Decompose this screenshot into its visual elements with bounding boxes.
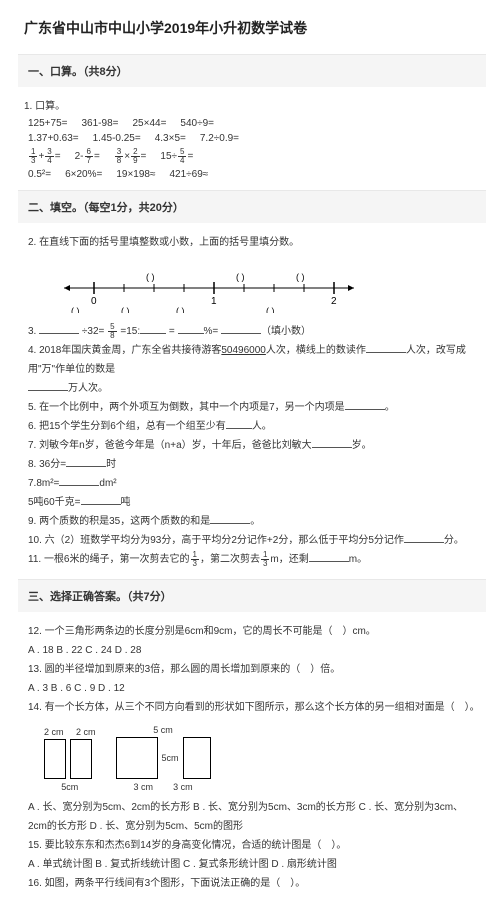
svg-text:( ): ( ) bbox=[121, 306, 130, 313]
svg-text:( ): ( ) bbox=[146, 272, 155, 282]
q8b-line: 7.8m²=dm² bbox=[24, 474, 480, 493]
q16-text: 16. 如图，两条平行线间有3个图形，下面说法正确的是（ ）。 bbox=[24, 874, 480, 893]
q14-diagram: 2 cm 2 cm 5cm 5 cm 5cm 3 cm 3 cm bbox=[44, 725, 480, 792]
expr: 540÷9= bbox=[180, 118, 214, 129]
svg-text:( ): ( ) bbox=[71, 306, 80, 313]
section-3-header: 三、选择正确答案。（共7分） bbox=[18, 579, 486, 612]
svg-text:( ): ( ) bbox=[236, 272, 245, 282]
svg-text:1: 1 bbox=[211, 296, 217, 307]
q15-options: A . 单式统计图 B . 复式折线统计图 C . 复式条形统计图 D . 扇形… bbox=[24, 855, 480, 874]
q12-text: 12. 一个三角形两条边的长度分别是6cm和9cm，它的周长不可能是（ ）cm。 bbox=[24, 622, 480, 641]
q8c-line: 5吨60千克=吨 bbox=[24, 493, 480, 512]
q9-line: 9. 两个质数的积是35，这两个质数的和是。 bbox=[24, 512, 480, 531]
svg-text:0: 0 bbox=[91, 296, 97, 307]
q3-line: 3. ÷32= 58 =15: = %= （填小数） bbox=[24, 322, 480, 341]
expr: 6×20%= bbox=[65, 169, 102, 180]
expr-frac: 15÷54= bbox=[160, 148, 193, 165]
q14-text: 14. 有一个长方体，从三个不同方向看到的形状如下图所示，那么这个长方体的另一组… bbox=[24, 698, 480, 717]
q4-tail: 万人次。 bbox=[24, 379, 480, 398]
expr-frac: 38×29= bbox=[114, 148, 147, 165]
q4-number: 50496000 bbox=[221, 345, 266, 356]
svg-text:( ): ( ) bbox=[296, 272, 305, 282]
oral-row-1: 125+75= 361-98= 25×44= 540÷9= bbox=[24, 118, 480, 129]
q4-line: 4. 2018年国庆黄金周，广东全省共接待游客50496000人次，横线上的数读… bbox=[24, 341, 480, 379]
expr: 0.5²= bbox=[28, 169, 51, 180]
expr: 125+75= bbox=[28, 118, 68, 129]
q12-options: A . 18 B . 22 C . 24 D . 28 bbox=[24, 641, 480, 660]
q8a-line: 8. 36分=时 bbox=[24, 455, 480, 474]
page-title: 广东省中山市中山小学2019年小升初数学试卷 bbox=[24, 18, 480, 38]
q15-text: 15. 要比较东东和杰杰6到14岁的身高变化情况，合适的统计图是（ ）。 bbox=[24, 836, 480, 855]
q14-options: A . 长、宽分别为5cm、2cm的长方形 B . 长、宽分别为5cm、3cm的… bbox=[24, 798, 480, 836]
q7-line: 7. 刘敏今年n岁，爸爸今年是（n+a）岁，十年后，爸爸比刘敏大岁。 bbox=[24, 436, 480, 455]
svg-text:( ): ( ) bbox=[176, 306, 185, 313]
q11-line: 11. 一根6米的绳子，第一次剪去它的13，第二次剪去13m，还剩m。 bbox=[24, 550, 480, 569]
q6-line: 6. 把15个学生分到6个组，总有一个组至少有人。 bbox=[24, 417, 480, 436]
expr: 1.45-0.25= bbox=[93, 133, 141, 144]
expr: 1.37+0.63= bbox=[28, 133, 79, 144]
expr: 361-98= bbox=[82, 118, 119, 129]
svg-text:2: 2 bbox=[331, 296, 337, 307]
number-line-diagram: 0 1 2 ( ) ( ) ( ) ( ) ( ) ( ) ( ) bbox=[54, 258, 374, 313]
expr: 4.3×5= bbox=[155, 133, 186, 144]
expr: 7.2÷0.9= bbox=[200, 133, 239, 144]
oral-row-4: 0.5²= 6×20%= 19×198≈ 421÷69≈ bbox=[24, 169, 480, 180]
expr-frac: 2-67= bbox=[75, 148, 100, 165]
q10-line: 10. 六（2）班数学平均分为93分，高于平均分2分记作+2分，那么低于平均分5… bbox=[24, 531, 480, 550]
q2-text: 2. 在直线下面的括号里填整数或小数，上面的括号里填分数。 bbox=[24, 233, 480, 252]
expr-frac: 13+34= bbox=[28, 148, 61, 165]
expr: 19×198≈ bbox=[116, 169, 155, 180]
section-1-header: 一、口算。（共8分） bbox=[18, 54, 486, 87]
oral-row-2: 1.37+0.63= 1.45-0.25= 4.3×5= 7.2÷0.9= bbox=[24, 133, 480, 144]
svg-text:( ): ( ) bbox=[266, 306, 275, 313]
q13-text: 13. 圆的半径增加到原来的3倍，那么圆的周长增加到原来的（ ）倍。 bbox=[24, 660, 480, 679]
q13-options: A . 3 B . 6 C . 9 D . 12 bbox=[24, 679, 480, 698]
q1-label: 1. 口算。 bbox=[24, 97, 480, 112]
expr: 421÷69≈ bbox=[169, 169, 208, 180]
q5-line: 5. 在一个比例中，两个外项互为倒数，其中一个内项是7，另一个内项是。 bbox=[24, 398, 480, 417]
oral-row-3: 13+34= 2-67= 38×29= 15÷54= bbox=[24, 148, 480, 165]
section-2-header: 二、填空。（每空1分，共20分） bbox=[18, 190, 486, 223]
expr: 25×44= bbox=[132, 118, 166, 129]
